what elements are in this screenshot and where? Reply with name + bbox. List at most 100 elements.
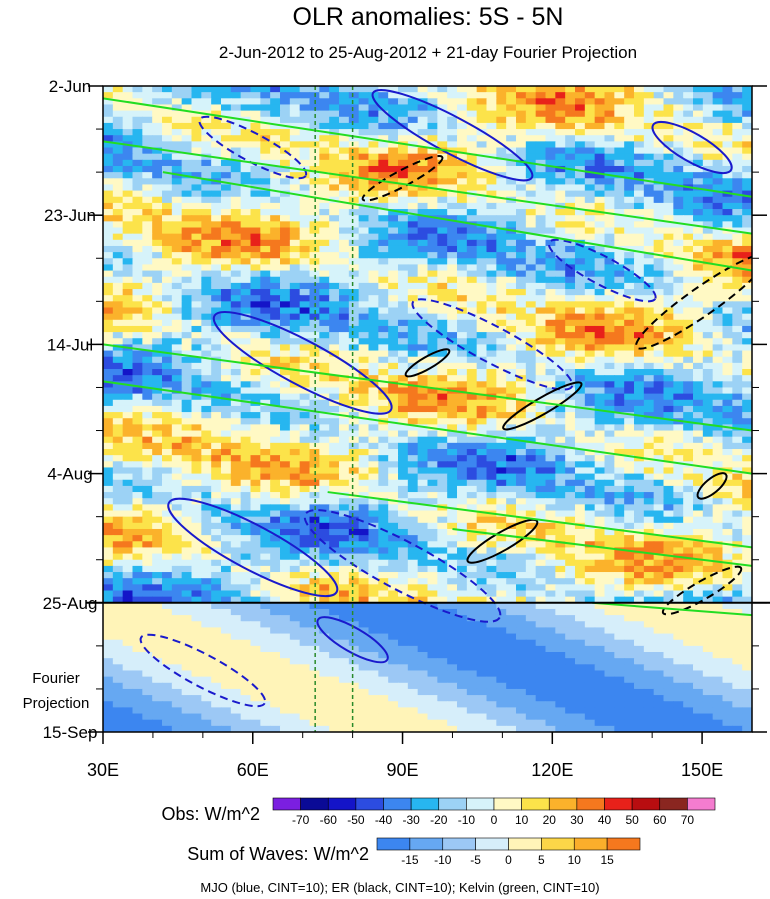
obs-cell	[398, 147, 409, 155]
obs-cell	[407, 418, 419, 425]
obs-cell	[486, 430, 497, 438]
obs-cell	[181, 221, 193, 229]
obs-cell	[201, 375, 212, 382]
obs-cell	[221, 165, 232, 173]
obs-cell	[702, 129, 714, 136]
obs-cell	[280, 393, 291, 401]
obs-cell	[437, 239, 448, 247]
obs-cell	[535, 442, 547, 450]
obs-cell	[663, 104, 674, 112]
obs-cell	[122, 412, 134, 419]
obs-cell	[319, 110, 330, 118]
obs-cell	[112, 448, 124, 456]
obs-cell	[181, 196, 193, 204]
obs-cell	[476, 270, 488, 278]
obs-cell	[594, 430, 606, 438]
obs-cell	[348, 455, 360, 462]
obs-cell	[476, 547, 488, 555]
obs-cell	[407, 369, 419, 376]
obs-cell	[417, 332, 429, 339]
obs-cell	[250, 227, 261, 235]
obs-cell	[417, 442, 429, 450]
obs-cell	[348, 442, 360, 450]
obs-cell	[584, 541, 596, 549]
obs-cell	[230, 430, 242, 438]
obs-cell	[437, 510, 448, 518]
obs-cell	[673, 492, 684, 499]
obs-cell	[358, 516, 370, 524]
obs-cell	[437, 135, 448, 142]
obs-cell	[594, 467, 606, 475]
obs-cell	[496, 325, 507, 333]
obs-cell	[565, 485, 576, 493]
obs-cell	[132, 516, 143, 524]
obs-cell	[398, 430, 409, 438]
obs-cell	[516, 319, 527, 327]
obs-cell	[230, 172, 242, 179]
obs-cell	[329, 147, 340, 155]
obs-cell	[329, 455, 340, 462]
obs-cell	[643, 424, 655, 432]
obs-cell	[260, 344, 271, 352]
obs-cell	[299, 455, 311, 462]
obs-cell	[388, 381, 399, 389]
obs-cell	[614, 147, 625, 155]
obs-cell	[545, 319, 556, 327]
obs-cell	[437, 196, 448, 204]
obs-cell	[240, 547, 252, 555]
obs-cell	[368, 190, 379, 198]
obs-cell	[486, 485, 497, 493]
obs-cell	[496, 116, 507, 124]
obs-cell	[407, 122, 419, 130]
obs-cell	[614, 289, 625, 296]
obs-cell	[181, 159, 193, 167]
obs-cell	[594, 356, 606, 364]
obs-cell	[339, 528, 350, 536]
obs-cell	[299, 270, 311, 278]
obs-cell	[339, 362, 350, 370]
obs-cell	[221, 307, 232, 315]
obs-cell	[211, 295, 222, 302]
obs-cell	[358, 325, 370, 333]
obs-cell	[653, 227, 665, 235]
obs-cell	[476, 442, 488, 450]
obs-cell	[634, 104, 645, 112]
obs-cell	[211, 461, 222, 469]
obs-cell	[378, 116, 389, 124]
obs-cell	[201, 405, 212, 413]
obs-cell	[181, 387, 193, 395]
obs-cell	[201, 498, 212, 505]
obs-cell	[506, 393, 517, 401]
obs-cell	[388, 424, 399, 432]
obs-cell	[398, 295, 409, 302]
obs-cell	[339, 190, 350, 198]
obs-cell	[663, 110, 674, 118]
obs-cell	[683, 319, 694, 327]
obs-cell	[506, 492, 517, 499]
obs-cell	[525, 215, 537, 222]
obs-cell	[299, 282, 311, 290]
obs-cell	[230, 436, 242, 444]
obs-cell	[191, 485, 202, 493]
obs-cell	[309, 522, 320, 530]
obs-cell	[643, 209, 655, 216]
obs-cell	[575, 381, 586, 389]
obs-cell	[132, 479, 143, 487]
obs-cell	[496, 356, 507, 364]
obs-cell	[348, 129, 360, 136]
obs-cell	[299, 159, 311, 167]
obs-cell	[742, 528, 752, 536]
obs-cell	[486, 369, 497, 376]
obs-cell	[368, 282, 379, 290]
obs-cell	[663, 172, 674, 179]
obs-cell	[319, 276, 330, 284]
obs-cell	[270, 227, 281, 235]
obs-cell	[506, 325, 517, 333]
obs-cell	[181, 522, 193, 530]
obs-cell	[103, 332, 114, 339]
obs-cell	[742, 129, 752, 136]
obs-cell	[604, 282, 615, 290]
obs-cell	[584, 498, 596, 505]
obs-cell	[289, 289, 301, 296]
obs-cell	[171, 227, 183, 235]
